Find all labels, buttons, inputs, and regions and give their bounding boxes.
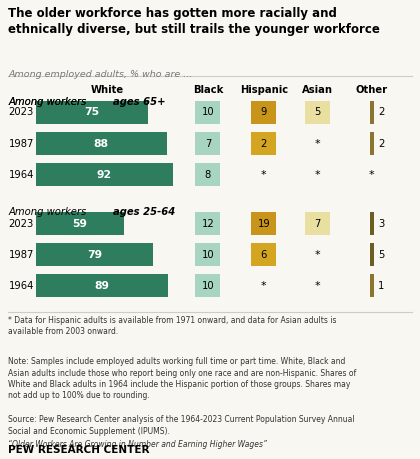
Text: The older workforce has gotten more racially and
ethnically diverse, but still t: The older workforce has gotten more raci… <box>8 7 380 36</box>
Bar <box>305 212 330 235</box>
Text: 79: 79 <box>87 250 102 260</box>
Text: Among employed adults, % who are ...: Among employed adults, % who are ... <box>8 70 193 79</box>
Text: Black: Black <box>193 85 223 95</box>
Text: Other: Other <box>356 85 388 95</box>
Bar <box>36 274 168 297</box>
Text: *: * <box>315 281 320 291</box>
Text: * Data for Hispanic adults is available from 1971 onward, and data for Asian adu: * Data for Hispanic adults is available … <box>8 316 337 336</box>
Text: *: * <box>315 139 320 149</box>
Text: *: * <box>261 281 267 291</box>
Text: 2023: 2023 <box>8 218 34 229</box>
Text: 89: 89 <box>94 281 110 291</box>
Text: 3: 3 <box>378 218 384 229</box>
Text: Among workers: Among workers <box>8 207 90 218</box>
Text: 2023: 2023 <box>8 107 34 118</box>
Text: 88: 88 <box>94 139 109 149</box>
Bar <box>251 132 276 155</box>
Text: 5: 5 <box>378 250 384 260</box>
Text: White: White <box>91 85 123 95</box>
Bar <box>251 243 276 266</box>
Text: 2: 2 <box>378 107 384 118</box>
Bar <box>195 101 220 124</box>
Text: *: * <box>315 170 320 180</box>
Bar <box>370 212 374 235</box>
Text: *: * <box>369 170 375 180</box>
Text: 19: 19 <box>257 218 270 229</box>
Text: 10: 10 <box>202 281 214 291</box>
Bar <box>251 212 276 235</box>
Bar <box>36 163 173 186</box>
Bar <box>195 243 220 266</box>
Bar <box>305 101 330 124</box>
Text: 7: 7 <box>314 218 321 229</box>
Text: Source: Pew Research Center analysis of the 1964-2023 Current Population Survey : Source: Pew Research Center analysis of … <box>8 415 355 436</box>
Text: 92: 92 <box>97 170 112 180</box>
Text: 7: 7 <box>205 139 211 149</box>
Text: 1964: 1964 <box>8 170 34 180</box>
Text: Asian: Asian <box>302 85 333 95</box>
Text: 1964: 1964 <box>8 281 34 291</box>
Text: 8: 8 <box>205 170 211 180</box>
Text: 1987: 1987 <box>8 139 34 149</box>
Bar <box>370 243 374 266</box>
Bar <box>195 274 220 297</box>
Text: *: * <box>315 250 320 260</box>
Text: Note: Samples include employed adults working full time or part time. White, Bla: Note: Samples include employed adults wo… <box>8 357 357 400</box>
Bar <box>36 132 167 155</box>
Text: *: * <box>261 170 267 180</box>
Bar <box>195 132 220 155</box>
Text: 1987: 1987 <box>8 250 34 260</box>
Text: ages 65+: ages 65+ <box>113 97 166 107</box>
Bar <box>195 212 220 235</box>
Bar <box>36 243 153 266</box>
Text: 5: 5 <box>314 107 321 118</box>
Text: “Older Workers Are Growing in Number and Earning Higher Wages”: “Older Workers Are Growing in Number and… <box>8 440 268 449</box>
Text: 59: 59 <box>72 218 87 229</box>
Text: 6: 6 <box>260 250 267 260</box>
Bar <box>370 132 374 155</box>
Text: 2: 2 <box>260 139 267 149</box>
Text: 10: 10 <box>202 250 214 260</box>
Text: Among workers: Among workers <box>8 97 90 107</box>
Text: Among workers: Among workers <box>8 97 90 107</box>
Bar <box>251 101 276 124</box>
Bar <box>36 212 123 235</box>
Text: 75: 75 <box>84 107 99 118</box>
Text: Hispanic: Hispanic <box>240 85 288 95</box>
Bar <box>370 274 374 297</box>
Bar <box>370 101 374 124</box>
Text: PEW RESEARCH CENTER: PEW RESEARCH CENTER <box>8 445 150 455</box>
Bar <box>195 163 220 186</box>
Bar <box>36 101 147 124</box>
Text: 1: 1 <box>378 281 384 291</box>
Text: 9: 9 <box>260 107 267 118</box>
Text: 12: 12 <box>202 218 214 229</box>
Text: 2: 2 <box>378 139 384 149</box>
Text: ages 25-64: ages 25-64 <box>113 207 176 218</box>
Text: 10: 10 <box>202 107 214 118</box>
